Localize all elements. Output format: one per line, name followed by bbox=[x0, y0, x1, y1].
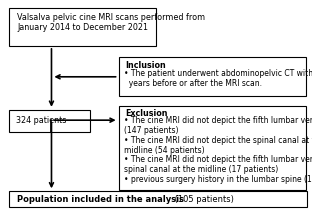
Text: • The cine MRI did not depict the fifth lumbar vertebra
(147 patients): • The cine MRI did not depict the fifth … bbox=[124, 116, 312, 135]
Text: • The cine MRI did not depict the fifth lumbar vertebra and
spinal canal at the : • The cine MRI did not depict the fifth … bbox=[124, 155, 312, 174]
Text: Population included in the analysis: Population included in the analysis bbox=[17, 195, 184, 204]
Text: Valsalva pelvic cine MRI scans performed from
January 2014 to December 2021: Valsalva pelvic cine MRI scans performed… bbox=[17, 13, 205, 32]
Bar bbox=[119, 106, 306, 190]
Text: (105 patients): (105 patients) bbox=[172, 195, 233, 204]
Text: • previous surgery history in the lumbar spine (1 patient): • previous surgery history in the lumbar… bbox=[124, 175, 312, 184]
Bar bbox=[9, 191, 307, 207]
Text: • The patient underwent abdominopelvic CT within 2
  years before or after the M: • The patient underwent abdominopelvic C… bbox=[124, 69, 312, 88]
Text: • The cine MRI did not depict the spinal canal at the
midline (54 patients): • The cine MRI did not depict the spinal… bbox=[124, 136, 312, 155]
Bar bbox=[9, 110, 90, 132]
Bar bbox=[119, 57, 306, 96]
Bar bbox=[9, 8, 156, 46]
Text: Exclusion: Exclusion bbox=[125, 109, 167, 118]
Text: 324 patients: 324 patients bbox=[16, 116, 66, 125]
Text: Inclusion: Inclusion bbox=[125, 61, 166, 70]
